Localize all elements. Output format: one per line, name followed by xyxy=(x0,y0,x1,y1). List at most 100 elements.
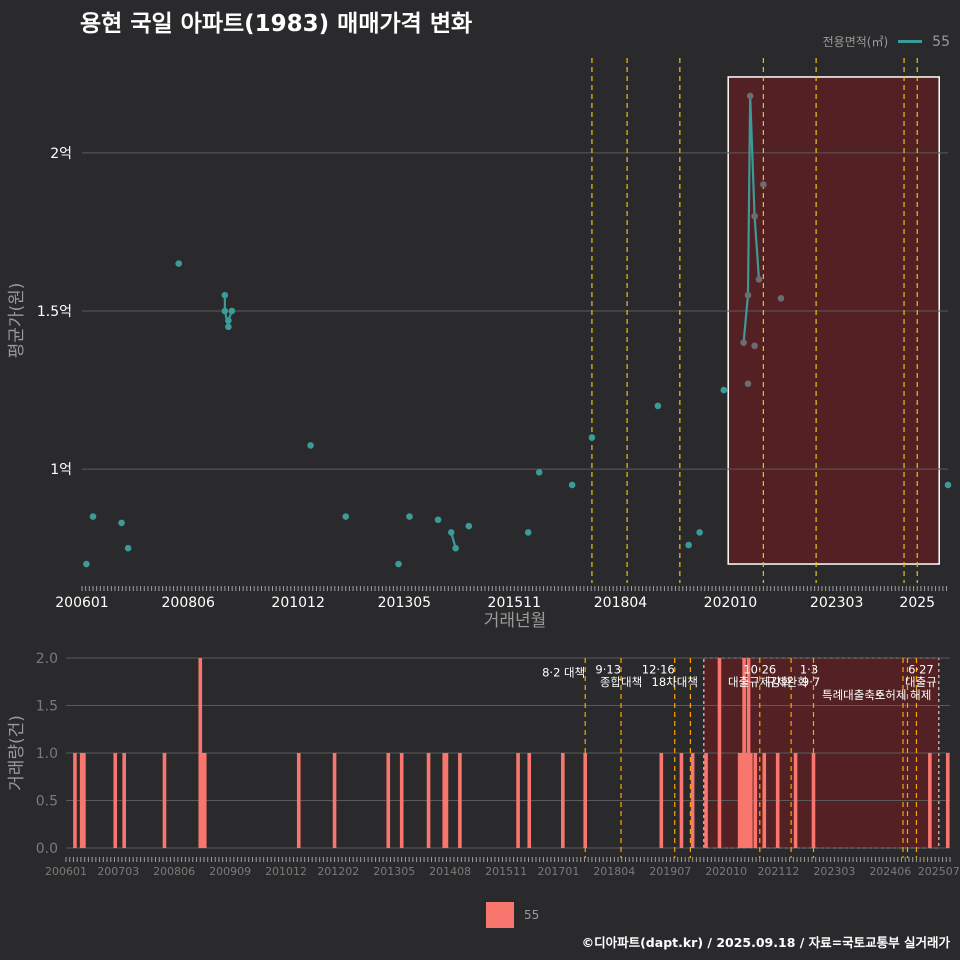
volume-bar xyxy=(386,753,391,848)
price-point xyxy=(751,212,758,220)
volume-bar xyxy=(202,753,207,848)
volume-x-tick-label: 200601 xyxy=(45,865,87,878)
price-point xyxy=(685,541,692,549)
volume-x-tick-label: 201012 xyxy=(265,865,307,878)
volume-y-tick-label: 1.0 xyxy=(36,746,58,762)
policy-annotation: 9·13 xyxy=(595,662,621,676)
y-tick-label: 2억 xyxy=(50,146,72,162)
price-point xyxy=(307,442,314,449)
price-point xyxy=(744,380,752,388)
volume-bar xyxy=(749,753,753,848)
volume-x-tick-label: 200909 xyxy=(209,865,251,878)
legend-line-swatch-icon xyxy=(898,40,923,43)
bottom-legend: 55 xyxy=(486,902,539,928)
price-point xyxy=(654,402,662,410)
volume-bar xyxy=(122,753,126,848)
volume-x-tick-label: 200806 xyxy=(153,865,195,878)
price-point xyxy=(568,481,576,489)
volume-bar xyxy=(704,753,708,848)
price-point xyxy=(755,276,763,283)
volume-bar xyxy=(746,658,751,848)
x-tick-label: 200806 xyxy=(162,595,216,611)
volume-bar xyxy=(753,753,758,848)
y-tick-label: 1.5억 xyxy=(37,304,72,320)
policy-annotation: 토허제 해제 xyxy=(875,688,932,702)
policy-annotation: 6·27 xyxy=(908,662,934,676)
volume-x-tick-label: 201305 xyxy=(373,865,415,878)
price-point xyxy=(434,516,442,524)
policy-annotation: 종합대책 xyxy=(600,675,642,689)
legend-title: 전용면적(㎡) xyxy=(822,35,889,49)
price-point xyxy=(175,260,183,267)
volume-bar xyxy=(82,753,86,848)
volume-x-tick-label: 201701 xyxy=(537,865,579,878)
price-point xyxy=(751,342,758,350)
x-tick-label: 2025 xyxy=(899,595,935,611)
volume-bar xyxy=(442,753,447,848)
x-tick-label: 201012 xyxy=(271,595,324,611)
y-axis-title: 평균가(원) xyxy=(7,283,27,359)
policy-annotation: 규제완화 xyxy=(765,675,808,689)
volume-y-tick-label: 0.5 xyxy=(36,794,58,810)
volume-bar xyxy=(737,753,742,848)
volume-x-tick-label: 202010 xyxy=(705,865,747,878)
legend-bar-swatch-icon xyxy=(486,902,514,928)
price-point xyxy=(465,522,473,530)
volume-bar xyxy=(775,753,780,848)
price-point xyxy=(452,544,459,552)
price-point xyxy=(744,291,752,299)
price-point xyxy=(406,513,413,520)
legend-bar-value: 55 xyxy=(524,908,540,922)
volume-bar xyxy=(296,753,301,848)
chart-title: 용현 국일 아파트(1983) 매매가격 변화 xyxy=(80,11,473,37)
volume-x-tick-label: 201408 xyxy=(429,865,471,878)
volume-x-tick-label: 201804 xyxy=(593,865,635,878)
x-tick-label: 202010 xyxy=(704,595,757,611)
volume-x-tick-label: 202507 xyxy=(918,865,960,878)
policy-annotation: 8·2 대책 xyxy=(542,665,585,679)
volume-x-tick-label: 200703 xyxy=(97,865,139,878)
price-point xyxy=(118,519,125,527)
volume-x-tick-label: 202303 xyxy=(813,865,855,878)
price-point xyxy=(696,529,703,536)
policy-annotation: 대출규 xyxy=(905,675,937,689)
volume-bar xyxy=(679,753,684,848)
price-point xyxy=(395,560,402,568)
price-point xyxy=(588,434,596,441)
volume-bar xyxy=(583,753,588,848)
highlight-box xyxy=(727,76,940,565)
volume-bar xyxy=(793,753,798,848)
volume-bar xyxy=(945,753,950,848)
legend-value: 55 xyxy=(932,33,950,50)
volume-bar xyxy=(73,753,77,848)
price-point xyxy=(221,307,229,315)
price-point xyxy=(124,544,132,552)
policy-annotation: 특례대출축소 xyxy=(822,688,885,702)
policy-annotation: 대출규제강화 xyxy=(728,675,792,689)
price-point xyxy=(83,560,90,568)
volume-bar xyxy=(79,753,84,848)
volume-x-tick-label: 201511 xyxy=(485,865,527,878)
footer-credit: ©디아파트(dapt.kr) / 2025.09.18 / 자료=국토교통부 실… xyxy=(581,935,950,950)
policy-annotation: 12·16 xyxy=(642,662,675,676)
volume-y-tick-label: 2.0 xyxy=(36,651,58,667)
price-point xyxy=(228,307,236,315)
price-point xyxy=(944,481,952,489)
x-tick-label: 201511 xyxy=(488,595,541,611)
volume-bar xyxy=(762,753,767,848)
price-point xyxy=(524,529,532,536)
price-point xyxy=(89,513,97,520)
volume-bar xyxy=(113,753,118,848)
volume-bar xyxy=(162,753,167,848)
volume-bar xyxy=(198,658,203,848)
price-point xyxy=(535,469,543,476)
price-point xyxy=(447,529,455,536)
price-point xyxy=(342,513,350,520)
volume-bar xyxy=(690,753,695,848)
price-point xyxy=(225,317,232,324)
volume-bar xyxy=(444,753,449,848)
price-point xyxy=(760,181,767,188)
volume-y-tick-label: 1.5 xyxy=(36,699,58,715)
x-tick-label: 200601 xyxy=(55,595,108,611)
